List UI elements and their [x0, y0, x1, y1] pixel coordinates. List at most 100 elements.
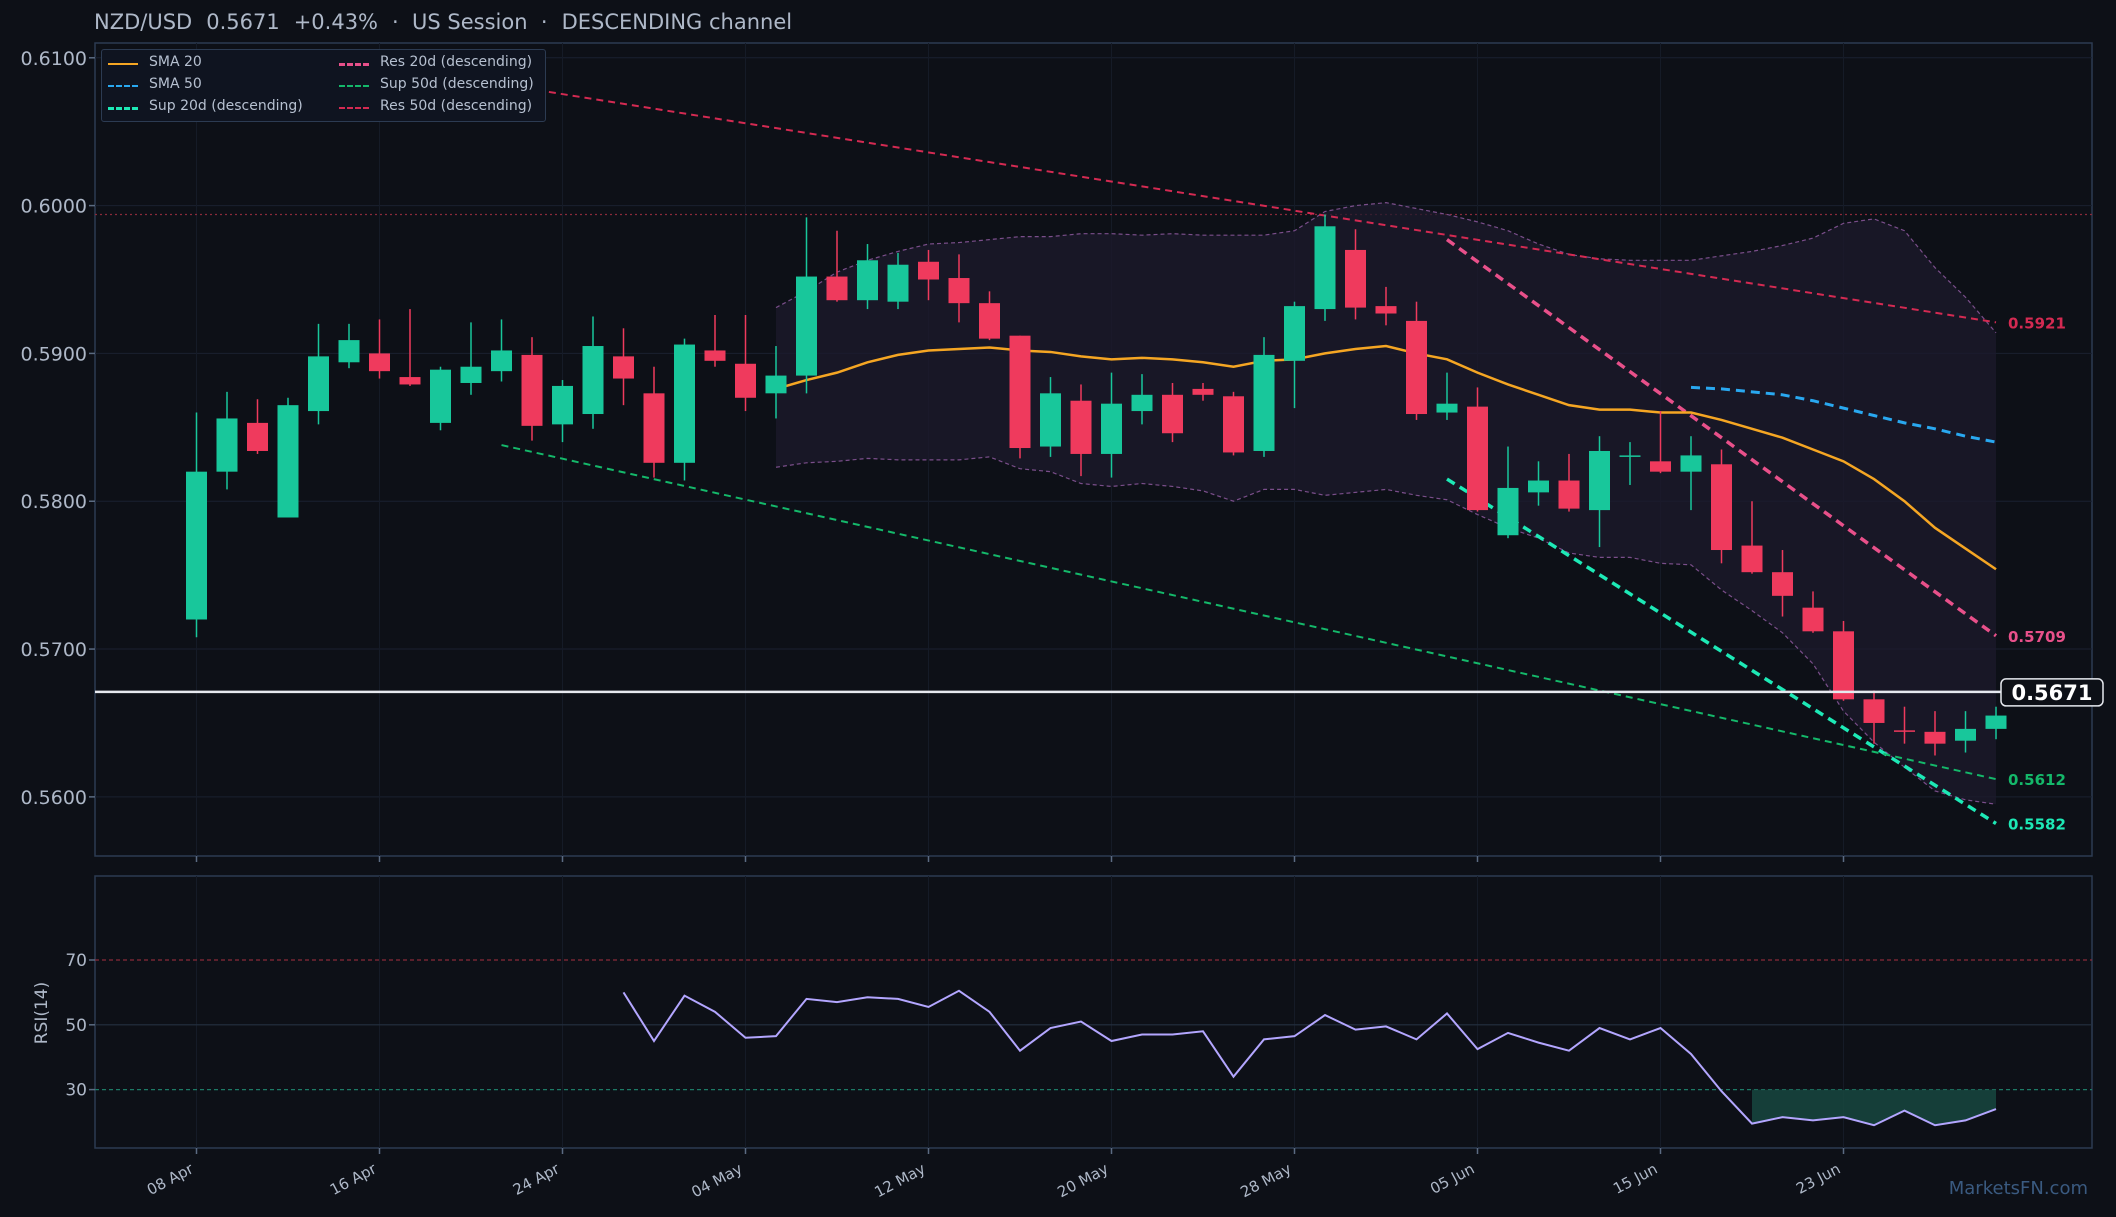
- trendline-3: [501, 83, 1997, 324]
- candle-body: [796, 276, 817, 376]
- session-label: · US Session ·: [392, 10, 548, 34]
- chart-header: NZD/USD 0.5671 +0.43% · US Session · DESCEND…: [94, 10, 806, 34]
- x-tick-label: 16 Apr: [327, 1159, 380, 1199]
- x-tick-label: 20 May: [1054, 1160, 1111, 1202]
- candle-body: [1406, 320, 1427, 415]
- trendline-value-label: 0.5582: [2008, 815, 2066, 833]
- price-label: 0.5671: [206, 10, 280, 34]
- chart-legend: SMA 20 SMA 50 Sup 20d (descending) Res 2…: [101, 49, 546, 122]
- x-tick-label: 28 May: [1237, 1160, 1294, 1202]
- candle-body: [1223, 396, 1244, 453]
- candle-body: [1863, 699, 1885, 723]
- legend-swatch-sma20: [108, 63, 138, 65]
- x-tick-label: 04 May: [688, 1160, 745, 1202]
- candle-body: [918, 261, 939, 280]
- candle-body: [1650, 461, 1671, 472]
- candle-body: [1497, 487, 1519, 536]
- candle-body: [1741, 545, 1763, 573]
- y-tick-label: 0.6100: [21, 48, 87, 70]
- candle-body: [1162, 394, 1183, 434]
- candle-body: [674, 344, 695, 463]
- y-tick-label: 0.5900: [21, 343, 87, 365]
- candle-body: [1558, 480, 1580, 509]
- x-tick-label: 08 Apr: [144, 1159, 197, 1199]
- legend-item-res20: Res 20d (descending): [380, 54, 533, 70]
- trendline-value-label: 0.5612: [2008, 771, 2066, 789]
- candle-body: [613, 356, 634, 379]
- rsi-axis-label: RSI(14): [32, 982, 52, 1045]
- legend-item-sup20: Sup 20d (descending): [149, 98, 303, 114]
- candle-body: [1345, 249, 1366, 308]
- y-tick-label: 0.5700: [21, 639, 87, 661]
- candle-body: [1894, 730, 1915, 732]
- candle-body: [186, 471, 207, 620]
- candle-body: [887, 264, 909, 302]
- candle-body: [521, 354, 543, 426]
- candle-body: [1131, 394, 1153, 412]
- y-tick-label: 0.5800: [21, 491, 87, 513]
- candle-body: [1772, 572, 1793, 596]
- candle-body: [1467, 406, 1488, 511]
- candle-body: [277, 405, 299, 518]
- volatility-band-fill: [776, 202, 1996, 805]
- candle-body: [216, 418, 238, 472]
- sma20-line: [775, 344, 1997, 571]
- candle-body: [979, 303, 1000, 339]
- pair-label: NZD/USD: [94, 10, 193, 34]
- candle-body: [765, 375, 787, 394]
- candle-body: [308, 356, 329, 412]
- candle-body: [1314, 226, 1336, 310]
- legend-item-sup50: Sup 50d (descending): [380, 76, 534, 92]
- trendline-1: [1446, 477, 1997, 825]
- candle-body: [338, 340, 360, 363]
- candle-body: [1528, 480, 1549, 493]
- x-tick-label: 15 Jun: [1610, 1160, 1660, 1198]
- x-tick-label: 24 Apr: [510, 1159, 563, 1199]
- legend-swatch-res20: [339, 63, 369, 66]
- legend-item-res50: Res 50d (descending): [380, 98, 533, 114]
- sma50-line: [1690, 385, 1997, 444]
- candle-body: [735, 363, 756, 398]
- change-label: +0.43%: [293, 10, 379, 34]
- candle-body: [1070, 400, 1092, 454]
- rsi-oversold-zone: [1752, 1089, 1996, 1126]
- trendline-0: [1445, 238, 1998, 638]
- trendline-2: [501, 444, 1997, 781]
- candle-body: [1253, 354, 1275, 451]
- candle-body: [399, 377, 421, 385]
- candle-body: [1711, 464, 1732, 551]
- candle-body: [704, 350, 726, 361]
- rsi-panel: 30 50 70 RSI(14): [32, 875, 2093, 1154]
- band-upper-line: [775, 202, 1997, 334]
- candle-body: [430, 369, 451, 423]
- rsi-y-tick-label: 70: [65, 951, 87, 971]
- channel-label: DESCENDING channel: [561, 10, 793, 34]
- legend-swatch-res50: [339, 107, 369, 109]
- current-price-badge-text: 0.5671: [2011, 681, 2092, 705]
- candle-body: [460, 366, 482, 383]
- legend-swatch-sma50: [108, 85, 138, 87]
- candle-body: [582, 346, 604, 415]
- candle-body: [1802, 607, 1824, 632]
- current-price-badge: [2000, 678, 2104, 707]
- trendline-value-label: 0.5709: [2008, 628, 2066, 646]
- watermark: MarketsFN.com: [1948, 1178, 2088, 1199]
- candle-body: [1924, 731, 1946, 744]
- candle-body: [1101, 403, 1122, 454]
- candle-body: [491, 350, 512, 372]
- y-tick-label: 0.5600: [21, 787, 87, 809]
- candle-body: [1589, 450, 1610, 511]
- x-tick-label: 12 May: [871, 1160, 928, 1202]
- legend-swatch-sup50: [339, 85, 369, 87]
- legend-item-sma20: SMA 20: [149, 54, 202, 70]
- candle-body: [826, 276, 848, 301]
- candle-body: [1680, 455, 1702, 472]
- x-tick-label: 23 Jun: [1793, 1160, 1843, 1198]
- candle-body: [1985, 715, 2007, 729]
- candle-body: [857, 260, 878, 301]
- legend-item-sma50: SMA 50: [149, 76, 202, 92]
- candle-body: [369, 353, 390, 372]
- candle-body: [1192, 388, 1214, 395]
- legend-swatch-sup20: [108, 107, 138, 110]
